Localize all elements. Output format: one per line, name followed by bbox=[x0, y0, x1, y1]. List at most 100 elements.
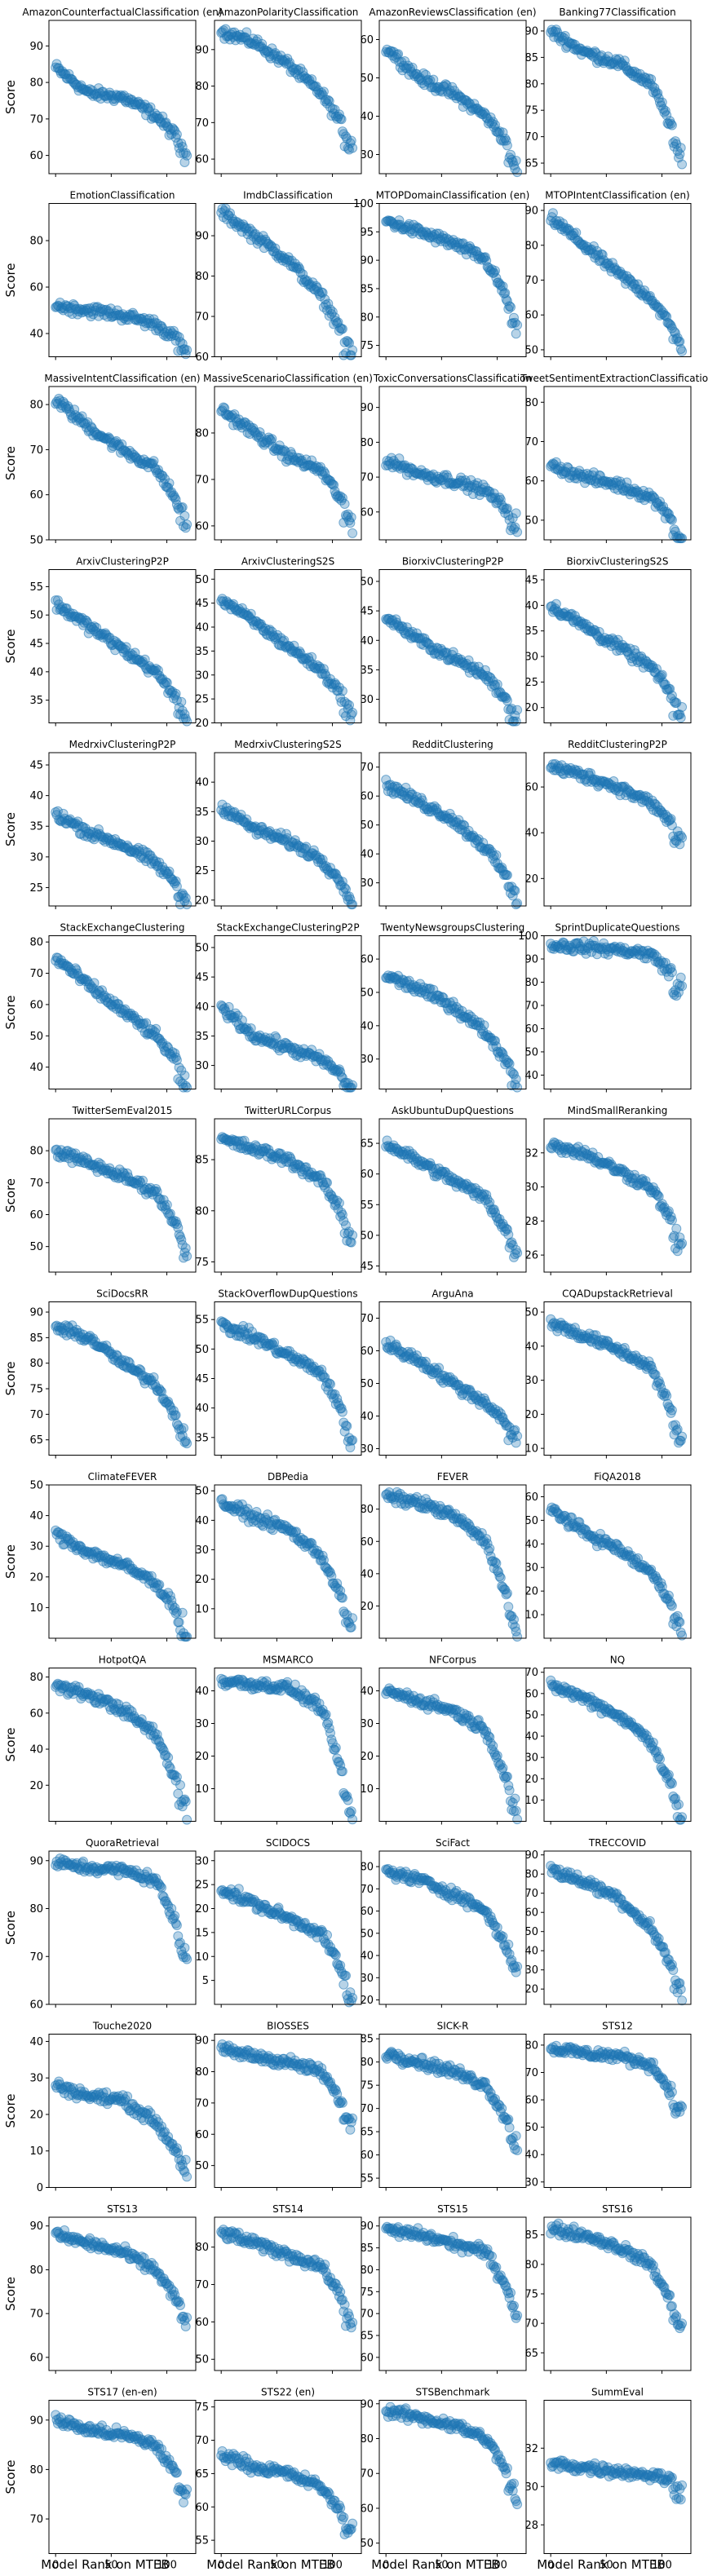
data-point bbox=[347, 1613, 358, 1624]
y-tick-label: 85 bbox=[195, 1155, 209, 1167]
data-point bbox=[512, 898, 523, 908]
data-point bbox=[502, 870, 512, 881]
data-point bbox=[170, 1410, 181, 1421]
y-axis-label: Score bbox=[3, 812, 18, 846]
data-point bbox=[241, 27, 252, 38]
y-tick-label: 70 bbox=[195, 117, 209, 130]
y-tick-label: 60 bbox=[360, 954, 374, 966]
data-point bbox=[162, 1200, 172, 1210]
data-point bbox=[511, 156, 521, 166]
data-point bbox=[182, 1251, 192, 1261]
plot-frame bbox=[543, 1484, 692, 1639]
y-tick-label: 80 bbox=[360, 312, 374, 324]
y-tick-label: 85 bbox=[29, 1332, 43, 1345]
y-tick-label: 50 bbox=[29, 610, 43, 622]
y-tick-label: 65 bbox=[29, 1434, 43, 1447]
y-tick-label: 50 bbox=[360, 1378, 374, 1390]
y-tick-label: 32 bbox=[524, 1147, 538, 1160]
y-tick-label: 80 bbox=[524, 397, 538, 409]
data-point bbox=[512, 1082, 523, 1093]
y-tick-label: 70 bbox=[29, 113, 43, 126]
panels-layer: AmazonCounterfactualClassification (en)6… bbox=[3, 7, 708, 2572]
y-tick-label: 60 bbox=[524, 782, 538, 794]
panel-title: MassiveIntentClassification (en) bbox=[44, 373, 200, 384]
data-point bbox=[495, 1572, 506, 1583]
plot-frame bbox=[48, 1118, 197, 1273]
panel-title: MedrxivClusteringS2S bbox=[234, 739, 342, 750]
y-tick-label: 25 bbox=[195, 865, 209, 877]
data-point bbox=[671, 1223, 682, 1234]
y-tick-label: 40 bbox=[360, 849, 374, 861]
data-point bbox=[176, 696, 187, 707]
y-tick-label: 80 bbox=[195, 271, 209, 283]
data-point bbox=[339, 499, 350, 509]
data-point bbox=[675, 143, 686, 153]
data-point bbox=[182, 519, 192, 530]
y-tick-label: 30 bbox=[360, 694, 374, 706]
y-tick-label: 55 bbox=[195, 1315, 209, 1327]
y-tick-label: 30 bbox=[29, 851, 43, 864]
y-tick-label: 40 bbox=[29, 666, 43, 678]
data-point bbox=[182, 345, 192, 356]
data-point bbox=[177, 1607, 188, 1618]
y-tick-label: 30 bbox=[360, 1054, 374, 1066]
panel-title: HotpotQA bbox=[99, 1655, 147, 1666]
y-tick-label: 40 bbox=[29, 1062, 43, 1074]
data-point bbox=[512, 320, 523, 330]
data-point bbox=[666, 120, 677, 130]
data-point bbox=[347, 143, 358, 153]
y-tick-label: 35 bbox=[29, 821, 43, 833]
y-tick-label: 80 bbox=[29, 1358, 43, 1370]
y-tick-label: 30 bbox=[524, 1182, 538, 1194]
y-tick-label: 26 bbox=[524, 1250, 538, 1262]
y-tick-label: 35 bbox=[195, 806, 209, 819]
data-point bbox=[182, 150, 192, 161]
y-tick-label: 60 bbox=[360, 791, 374, 803]
y-tick-label: 50 bbox=[195, 574, 209, 586]
y-tick-label: 60 bbox=[524, 475, 538, 488]
y-tick-label: 20 bbox=[360, 1601, 374, 1613]
y-tick-label: 30 bbox=[195, 1544, 209, 1557]
data-point bbox=[337, 686, 347, 696]
panel-title: AskUbuntuDupQuestions bbox=[392, 1105, 514, 1116]
data-point bbox=[347, 1230, 358, 1240]
data-point bbox=[151, 1023, 162, 1034]
panel-title: ArxivClusteringP2P bbox=[76, 556, 169, 568]
y-tick-label: 50 bbox=[524, 1307, 538, 1319]
y-tick-label: 50 bbox=[29, 1480, 43, 1492]
data-point bbox=[154, 1580, 165, 1590]
data-point bbox=[347, 528, 358, 538]
y-tick-label: 40 bbox=[524, 1341, 538, 1353]
y-axis-label: Score bbox=[3, 995, 18, 1029]
y-tick-label: 60 bbox=[360, 506, 374, 519]
y-tick-label: 40 bbox=[29, 329, 43, 341]
y-tick-label: 50 bbox=[195, 942, 209, 954]
y-tick-label: 20 bbox=[524, 702, 538, 714]
data-point bbox=[511, 329, 521, 339]
panel-8: MassiveIntentClassification (en)50607080… bbox=[3, 373, 201, 547]
y-tick-label: 90 bbox=[29, 1307, 43, 1319]
panel-title: DBPedia bbox=[268, 1471, 308, 1482]
data-point bbox=[512, 527, 523, 537]
panel-title: StackOverflowDupQuestions bbox=[218, 1288, 357, 1300]
data-point bbox=[163, 1752, 174, 1763]
y-tick-label: 90 bbox=[524, 953, 538, 965]
y-tick-label: 40 bbox=[524, 1070, 538, 1082]
data-point bbox=[180, 1243, 191, 1253]
y-tick-label: 50 bbox=[524, 1046, 538, 1058]
panel-title: StackExchangeClustering bbox=[60, 922, 184, 934]
y-tick-label: 80 bbox=[524, 240, 538, 252]
data-point bbox=[666, 515, 677, 525]
y-tick-label: 60 bbox=[29, 999, 43, 1011]
y-tick-label: 90 bbox=[195, 44, 209, 56]
y-tick-label: 45 bbox=[29, 638, 43, 651]
